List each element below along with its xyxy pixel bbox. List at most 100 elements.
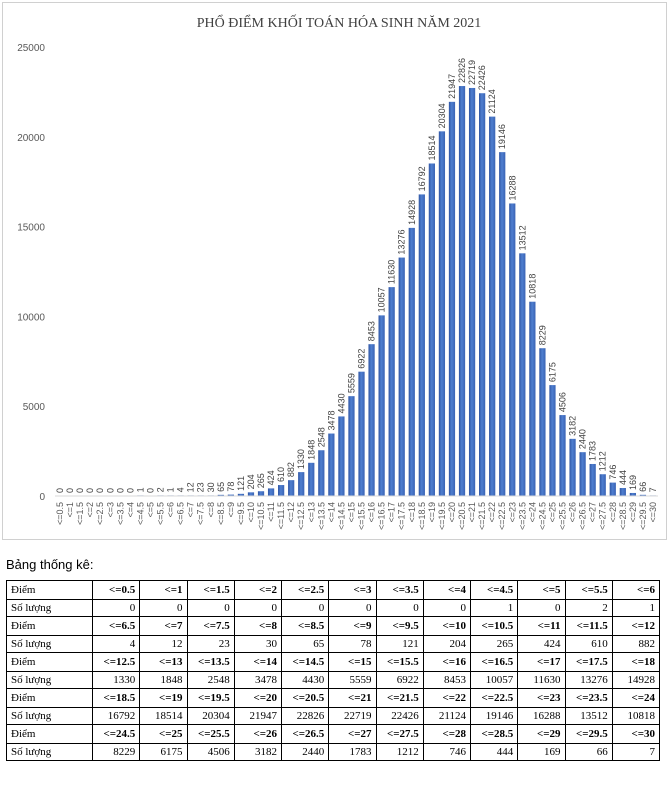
- x-tick-label: <=6.5: [176, 502, 186, 525]
- x-tick-label: <=0.5: [55, 502, 65, 525]
- count-cell: 16792: [91, 707, 141, 725]
- x-tick-label: <=5.5: [156, 502, 166, 525]
- count-cell: 30: [233, 635, 283, 653]
- score-cell: <=30: [611, 724, 661, 744]
- score-cell: <=26: [233, 724, 283, 744]
- bar-value-label: 13512: [517, 225, 527, 250]
- count-cell: 2548: [186, 671, 235, 689]
- bar-value-label: 16288: [507, 175, 517, 200]
- x-tick-label: <=15: [346, 502, 356, 523]
- score-cell: <=3.5: [375, 580, 424, 600]
- x-tick-label: <=13: [306, 502, 316, 523]
- x-tick-label: <=2: [85, 502, 95, 518]
- bar: [549, 385, 556, 496]
- x-tick-label: <=28.5: [618, 502, 628, 530]
- bar-value-label: 12: [186, 482, 196, 492]
- count-row-label: Số lượng: [6, 635, 93, 653]
- count-cell: 19146: [469, 707, 519, 725]
- score-cell: <=9.5: [375, 616, 424, 636]
- x-tick-label: <=15.5: [357, 502, 367, 530]
- bar-value-label: 6175: [547, 362, 557, 382]
- bar-value-label: 4506: [558, 392, 568, 412]
- bar-value-label: 1783: [588, 441, 598, 461]
- count-cell: 18514: [139, 707, 188, 725]
- count-cell: 1: [611, 599, 661, 617]
- score-cell: <=5.5: [564, 580, 613, 600]
- x-tick-label: <=24.5: [537, 502, 547, 530]
- bar-value-label: 65: [216, 482, 226, 492]
- score-cell: <=5: [517, 580, 566, 600]
- score-cell: <=11: [517, 616, 566, 636]
- score-cell: <=20: [233, 688, 283, 708]
- bar-value-label: 121: [236, 476, 246, 491]
- score-cell: <=13: [139, 652, 188, 672]
- score-cell: <=18.5: [91, 688, 141, 708]
- value-labels: 0 0 0 0 0 0 0 0 1 0 2 1 4 12 23 30 65 78 121 204 265 424 610 88…: [55, 58, 658, 493]
- count-cell: 882: [611, 635, 661, 653]
- bar-value-label: 30: [206, 482, 216, 492]
- count-cell: 21124: [422, 707, 472, 725]
- x-tick-label: <=30: [648, 502, 658, 523]
- table-score-row: Điểm <=18.5 <=19 <=19.5 <=20 <=20.5 <=21 <=21.5…: [6, 688, 661, 708]
- bar-value-label: 7: [648, 487, 658, 492]
- score-cell: <=16: [422, 652, 472, 672]
- score-cell: <=17.5: [564, 652, 613, 672]
- score-row-label: Điểm: [6, 652, 93, 672]
- x-tick-label: <=2.5: [95, 502, 105, 525]
- x-tick-label: <=26: [568, 502, 578, 523]
- score-cell: <=12: [611, 616, 661, 636]
- bar-value-label: 21947: [447, 74, 457, 99]
- bar: [639, 494, 647, 496]
- count-cell: 3182: [233, 743, 283, 761]
- count-cell: 21947: [233, 707, 283, 725]
- x-tick-label: <=20: [447, 502, 457, 523]
- chart-title: PHỔ ĐIỂM KHỐI TOÁN HÓA SINH NĂM 2021: [197, 13, 482, 31]
- x-tick-label: <=20.5: [457, 502, 467, 530]
- score-row-label: Điểm: [6, 688, 93, 708]
- score-row-label: Điểm: [6, 724, 93, 744]
- score-cell: <=28: [422, 724, 472, 744]
- score-cell: <=29.5: [564, 724, 613, 744]
- bar-value-label: 22719: [467, 60, 477, 85]
- bar-value-label: 4430: [336, 393, 346, 413]
- x-tick-label: <=4: [125, 502, 135, 518]
- bar-value-label: 18514: [427, 135, 437, 160]
- score-cell: <=4.5: [469, 580, 519, 600]
- table-heading: Bảng thống kê:: [6, 557, 94, 572]
- x-tick-label: <=7: [186, 502, 196, 518]
- chart-svg: PHỔ ĐIỂM KHỐI TOÁN HÓA SINH NĂM 2021 0 50…: [17, 13, 658, 530]
- x-tick-label: <=25.5: [558, 502, 568, 530]
- count-cell: 11630: [517, 671, 566, 689]
- x-tick-label: <=8: [206, 502, 216, 518]
- count-cell: 444: [469, 743, 519, 761]
- table-count-row: Số lượng 0 0 0 0 0 0 0 0 1 0 2 1: [6, 599, 661, 617]
- count-cell: 23: [186, 635, 235, 653]
- y-tick-label: 5000: [23, 402, 46, 413]
- stats-table: Điểm <=0.5 <=1 <=1.5 <=2 <=2.5 <=3 <=3.5 <=4 <=4.…: [6, 580, 661, 761]
- bar: [217, 494, 224, 496]
- bar-value-label: 610: [276, 467, 286, 482]
- y-tick-label: 15000: [17, 223, 45, 234]
- count-cell: 13276: [564, 671, 613, 689]
- bar-value-label: 2440: [578, 429, 588, 449]
- x-tick-label: <=17: [387, 502, 397, 523]
- y-tick-label: 20000: [17, 133, 45, 144]
- table-score-row: Điểm <=24.5 <=25 <=25.5 <=26 <=26.5 <=27 <=27.5…: [6, 724, 661, 744]
- count-cell: 20304: [186, 707, 235, 725]
- bar: [499, 152, 506, 497]
- chart-frame: PHỔ ĐIỂM KHỐI TOÁN HÓA SINH NĂM 2021 0 50…: [2, 2, 667, 540]
- count-cell: 265: [469, 635, 519, 653]
- count-cell: 4430: [280, 671, 330, 689]
- bar-value-label: 19146: [497, 124, 507, 149]
- x-tick-label: <=24: [527, 502, 537, 523]
- count-cell: 3478: [233, 671, 283, 689]
- score-cell: <=2.5: [280, 580, 330, 600]
- bar-value-label: 4: [176, 487, 186, 492]
- score-cell: <=10.5: [469, 616, 519, 636]
- count-cell: 0: [139, 599, 188, 617]
- score-cell: <=7.5: [186, 616, 235, 636]
- score-cell: <=1.5: [186, 580, 235, 600]
- score-cell: <=21.5: [375, 688, 424, 708]
- bar-value-label: 22426: [477, 65, 487, 90]
- bar-value-label: 882: [286, 462, 296, 477]
